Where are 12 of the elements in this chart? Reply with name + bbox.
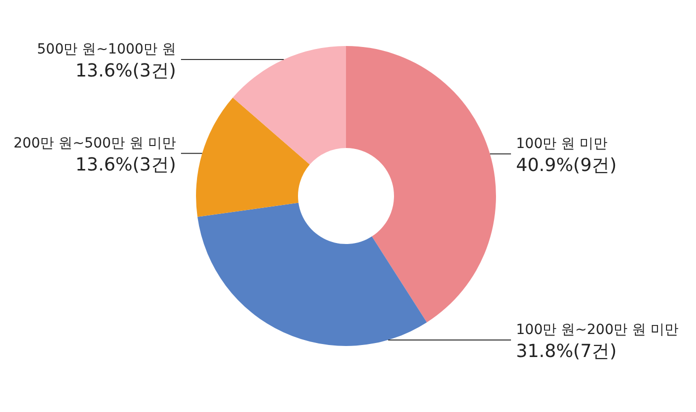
- donut-slice: [196, 98, 310, 217]
- data-label: 31.8%(7건): [516, 340, 617, 362]
- slice-label: 100만 원~200만 원 미만: [516, 322, 679, 338]
- slice-label: 200만 원~500만 원 미만: [13, 135, 176, 152]
- slice-label: 500만 원~1000만 원: [37, 42, 176, 58]
- data-label: 13.6%(3건): [75, 60, 176, 82]
- donut-slice: [346, 46, 496, 322]
- donut-slice: [197, 202, 427, 346]
- data-label: 13.6%(3건): [75, 154, 176, 176]
- donut-slice: [232, 46, 346, 165]
- slice-label: 100만 원 미만: [516, 136, 608, 152]
- data-label: 40.9%(9건): [516, 154, 617, 176]
